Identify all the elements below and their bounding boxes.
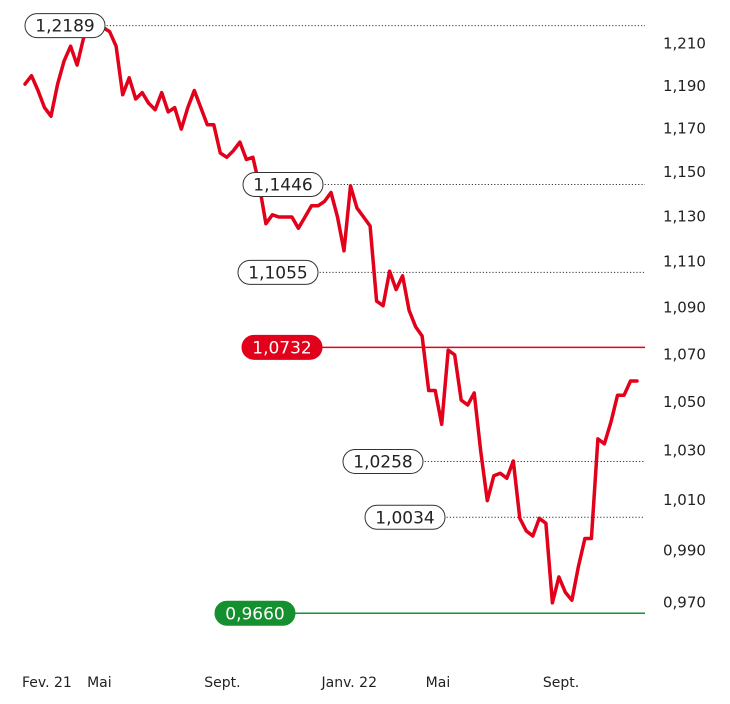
y-tick-label: 1,010 bbox=[663, 491, 706, 509]
x-tick-label: Sept. bbox=[204, 675, 240, 691]
y-tick-label: 1,050 bbox=[663, 393, 706, 411]
annotation-label: 1,0732 bbox=[252, 338, 311, 358]
annotation-box bbox=[242, 172, 324, 198]
y-tick-label: 1,190 bbox=[663, 77, 706, 95]
annotation-label: 1,0034 bbox=[375, 508, 434, 528]
x-tick-label: Janv. 22 bbox=[320, 675, 377, 691]
y-tick-label: 1,090 bbox=[663, 299, 706, 317]
x-tick-label: Sept. bbox=[543, 675, 579, 691]
annotation-box bbox=[214, 600, 296, 626]
y-tick-label: 1,030 bbox=[663, 442, 706, 460]
x-tick-label: Mai bbox=[426, 675, 451, 691]
annotation-label: 1,1446 bbox=[253, 176, 312, 196]
annotation-label: 1,0258 bbox=[353, 452, 412, 472]
y-tick-label: 1,150 bbox=[663, 163, 706, 181]
annotation-label: 1,1055 bbox=[248, 263, 307, 283]
y-tick-label: 1,130 bbox=[663, 207, 706, 225]
annotation-box bbox=[364, 504, 446, 530]
annotation-box bbox=[237, 259, 319, 285]
annotation-label: 1,2189 bbox=[35, 17, 94, 37]
x-tick-label: Mai bbox=[87, 675, 112, 691]
y-tick-label: 1,170 bbox=[663, 120, 706, 138]
annotation-label: 0,9660 bbox=[225, 604, 284, 624]
annotation-box bbox=[24, 13, 106, 39]
x-tick-label: Fev. 21 bbox=[22, 675, 72, 691]
series-line bbox=[23, 23, 639, 605]
y-tick-label: 1,210 bbox=[663, 35, 706, 53]
annotation-box bbox=[342, 448, 424, 474]
y-tick-label: 1,070 bbox=[663, 345, 706, 363]
y-tick-label: 0,970 bbox=[663, 593, 706, 611]
y-tick-label: 1,110 bbox=[663, 253, 706, 271]
y-tick-label: 0,990 bbox=[663, 542, 706, 560]
annotation-box bbox=[241, 334, 323, 360]
